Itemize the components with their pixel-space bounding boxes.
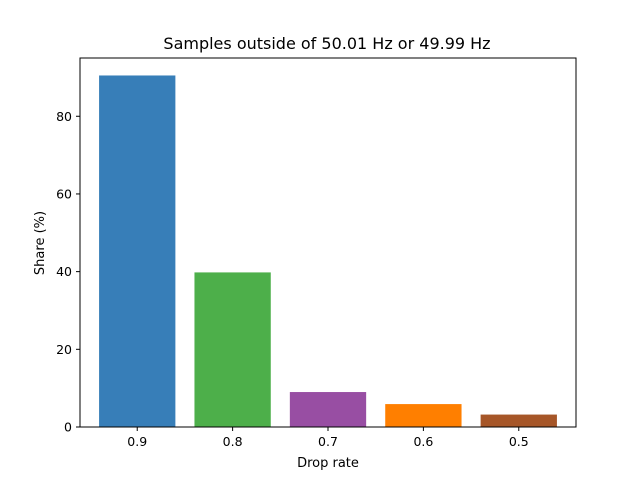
chart-title: Samples outside of 50.01 Hz or 49.99 Hz [163, 34, 490, 53]
x-tick-label: 0.5 [509, 434, 529, 449]
y-tick-label: 80 [56, 109, 72, 124]
x-axis-label: Drop rate [297, 456, 359, 471]
y-ticks-group: 0 20 40 60 80 [56, 109, 80, 435]
bars-group [99, 75, 557, 428]
x-tick-label: 0.9 [127, 434, 147, 449]
plot-frame [79, 57, 577, 428]
x-tick-label: 0.7 [318, 434, 338, 449]
y-tick-label: 60 [56, 186, 72, 201]
bar-0.5 [480, 414, 557, 427]
y-tick-label: 0 [64, 420, 72, 435]
y-tick-label: 40 [56, 264, 72, 279]
bar-0.9 [99, 75, 176, 428]
y-tick-label: 20 [56, 342, 72, 357]
y-axis-label: Share (%) [33, 211, 48, 275]
bar-0.7 [289, 392, 367, 427]
bar-0.6 [385, 404, 462, 427]
x-ticks-group: 0.9 0.8 0.7 0.6 0.5 [127, 427, 529, 449]
x-tick-label: 0.6 [413, 434, 433, 449]
x-tick-label: 0.8 [223, 434, 243, 449]
bar-0.8 [194, 272, 271, 427]
